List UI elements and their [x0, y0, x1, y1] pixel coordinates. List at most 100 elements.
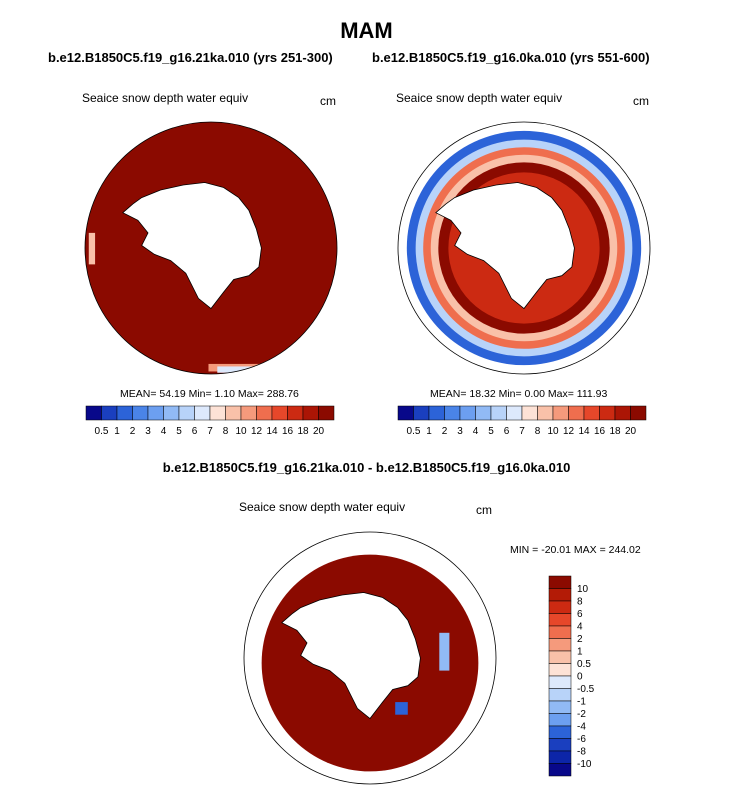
colorbar-box — [428, 405, 445, 421]
edge-patch — [217, 366, 262, 373]
colorbar-tick-label: 12 — [251, 426, 263, 437]
colorbar-tick-label: 7 — [519, 426, 525, 437]
colorbar-tick-label: 1 — [426, 426, 432, 437]
colorbar-tick-label: 20 — [313, 426, 325, 437]
colorbar-box — [521, 405, 538, 421]
map-boundary-circle — [84, 121, 338, 375]
colorbar-tick-label: 14 — [578, 426, 590, 437]
diff-patch — [439, 632, 450, 671]
colorbar-box — [302, 405, 319, 421]
colorbar-box — [630, 405, 647, 421]
colorbar-box — [548, 588, 572, 602]
left-variable-label: Seaice snow depth water equiv — [82, 91, 249, 105]
colorbar-tick-label: 8 — [535, 426, 541, 437]
diff-title: b.e12.B1850C5.f19_g16.21ka.010 - b.e12.B… — [162, 460, 571, 475]
colorbar-tick-label: 10 — [577, 584, 589, 595]
colorbar-tick-label: -0.5 — [577, 684, 595, 695]
colorbar-tick-label: 4 — [161, 426, 167, 437]
colorbar-box — [413, 405, 430, 421]
colorbar-box — [132, 405, 149, 421]
colorbar-box — [256, 405, 273, 421]
page-title: MAM — [340, 18, 393, 43]
colorbar-box — [599, 405, 616, 421]
antarctica-coastline — [435, 182, 575, 310]
colorbar-box — [163, 405, 180, 421]
colorbar-box — [548, 725, 572, 739]
colorbar-box — [614, 405, 631, 421]
colorbar-box — [548, 663, 572, 677]
colorbar-tick-label: 10 — [547, 426, 559, 437]
colorbar-box — [240, 405, 257, 421]
colorbar-box — [548, 688, 572, 702]
colorbar-tick-label: 5 — [488, 426, 494, 437]
colorbar-tick-label: 3 — [145, 426, 151, 437]
colorbar-box — [271, 405, 288, 421]
colorbar-box — [287, 405, 304, 421]
colorbar-box — [548, 650, 572, 664]
antarctica-coastline — [122, 182, 262, 310]
colorbar-box — [194, 405, 211, 421]
right-variable-label: Seaice snow depth water equiv — [396, 91, 563, 105]
colorbar-tick-label: 8 — [577, 597, 583, 608]
colorbar-tick-label: 0 — [577, 672, 583, 683]
colorbar-tick-label: -2 — [577, 709, 586, 720]
colorbar-tick-label: -1 — [577, 697, 586, 708]
colorbar-box — [548, 675, 572, 689]
colorbar-box — [548, 763, 572, 777]
map-1 — [398, 122, 650, 374]
colorbar-box — [178, 405, 195, 421]
map-0 — [85, 122, 337, 374]
colorbar-tick-label: 6 — [504, 426, 510, 437]
colorbar-tick-label: 2 — [442, 426, 448, 437]
left-units-label: cm — [320, 94, 336, 108]
colorbar-tick-label: 0.5 — [95, 426, 109, 437]
colorbar-tick-label: 7 — [207, 426, 213, 437]
colorbar-tick-label: 8 — [223, 426, 229, 437]
edge-patch — [88, 232, 96, 265]
colorbar-tick-label: 16 — [594, 426, 606, 437]
colorbar-box — [548, 713, 572, 727]
colorbar-box — [568, 405, 585, 421]
colorbar-box — [225, 405, 242, 421]
colorbar-box — [101, 405, 118, 421]
colorbar-tick-label: -8 — [577, 747, 586, 758]
colorbar-box — [490, 405, 507, 421]
colorbar-box — [548, 600, 572, 614]
colorbar-box — [209, 405, 226, 421]
colorbar-box — [459, 405, 476, 421]
colorbar-box — [397, 405, 414, 421]
colorbar-box — [506, 405, 523, 421]
right-units-label: cm — [633, 94, 649, 108]
colorbar-tick-label: -6 — [577, 734, 586, 745]
right-stats: MEAN= 18.32 Min= 0.00 Max= 111.93 — [430, 388, 608, 400]
diff-stats: MIN = -20.01 MAX = 244.02 — [510, 544, 641, 556]
colorbar-tick-label: 20 — [625, 426, 637, 437]
colorbar-box — [552, 405, 569, 421]
colorbar-tick-label: 6 — [192, 426, 198, 437]
map-boundary-circle — [243, 531, 497, 785]
right-case-title: b.e12.B1850C5.f19_g16.0ka.010 (yrs 551-6… — [372, 50, 650, 65]
colorbar-tick-label: -4 — [577, 722, 586, 733]
colorbar-tick-label: 18 — [609, 426, 621, 437]
colorbar-tick-label: 1 — [114, 426, 120, 437]
left-case-title: b.e12.B1850C5.f19_g16.21ka.010 (yrs 251-… — [48, 50, 333, 65]
colorbar-box — [583, 405, 600, 421]
colorbar-box — [548, 625, 572, 639]
colorbar-box — [548, 613, 572, 627]
colorbar-tick-label: 5 — [176, 426, 182, 437]
colorbar-box — [548, 700, 572, 714]
colorbar-tick-label: 16 — [282, 426, 294, 437]
map-boundary-circle — [397, 121, 651, 375]
left-stats: MEAN= 54.19 Min= 1.10 Max= 288.76 — [120, 388, 299, 400]
colorbar-box — [548, 638, 572, 652]
colorbar-tick-label: 12 — [563, 426, 575, 437]
antarctica-coastline — [281, 592, 421, 720]
colorbar-box — [116, 405, 133, 421]
colorbar-box — [548, 750, 572, 764]
colorbar-tick-label: 18 — [297, 426, 309, 437]
colorbar-box — [548, 738, 572, 752]
diff-variable-label: Seaice snow depth water equiv — [239, 500, 406, 514]
colorbar-tick-label: 3 — [457, 426, 463, 437]
map-2 — [244, 532, 496, 784]
